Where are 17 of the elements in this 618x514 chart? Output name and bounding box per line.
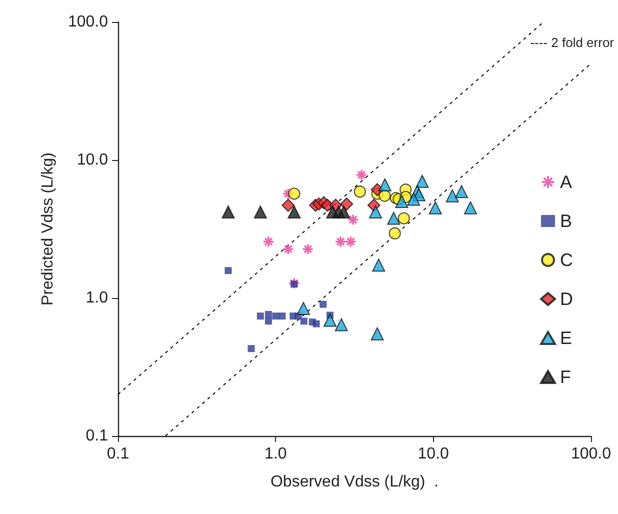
y-tick-label: 100.0 bbox=[68, 14, 108, 30]
x-axis-title: Observed Vdss (L/kg) . bbox=[270, 474, 439, 490]
legend-label: E bbox=[560, 328, 572, 348]
legend-label: B bbox=[560, 211, 572, 231]
legend-label: F bbox=[560, 367, 571, 387]
y-tick-label: 10.0 bbox=[76, 152, 108, 168]
x-tick-label: 10.0 bbox=[418, 446, 450, 462]
legend-label: D bbox=[560, 289, 573, 309]
x-tick-label: 100.0 bbox=[570, 446, 612, 462]
x-tick-label: 0.1 bbox=[106, 446, 130, 462]
y-axis-title: Predicted Vdss (L/kg) bbox=[40, 152, 56, 306]
legend-label: C bbox=[560, 250, 573, 270]
x-tick-label: 1.0 bbox=[264, 446, 287, 462]
annotation: ---- 2 fold error bbox=[530, 35, 615, 50]
y-tick-label: 1.0 bbox=[86, 290, 108, 306]
y-tick-label: 0.1 bbox=[86, 428, 108, 444]
legend-label: A bbox=[560, 172, 572, 192]
